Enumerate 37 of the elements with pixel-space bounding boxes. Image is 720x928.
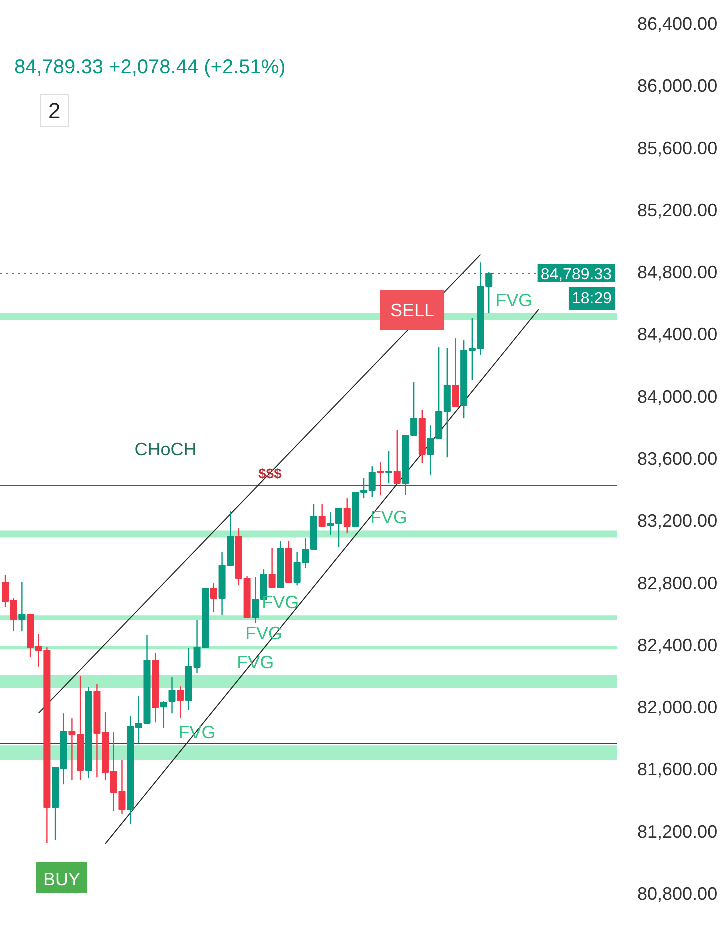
y-tick-label: 81,600.00 [638, 760, 718, 780]
ref-line-label: CHoCH [134, 440, 197, 460]
candlestick [160, 700, 168, 730]
y-tick-label: 86,400.00 [638, 14, 718, 34]
y-tick-label: 82,400.00 [638, 635, 718, 656]
candlestick [318, 504, 326, 528]
annotation: SELL [390, 300, 435, 320]
y-tick-label: 83,600.00 [638, 449, 718, 469]
y-tick-label: 84,400.00 [638, 324, 718, 345]
candlestick [452, 338, 460, 408]
annotation: BUY [44, 870, 81, 890]
candlestick [394, 430, 401, 484]
y-tick-label: 84,800.00 [638, 262, 718, 283]
y-tick-label: 82,000.00 [638, 698, 718, 718]
annotation: 84,789.33 [540, 266, 612, 284]
candlestick [168, 676, 176, 714]
y-tick-label: 86,000.00 [638, 76, 718, 96]
candlestick [18, 582, 26, 632]
y-tick-label: 82,800.00 [638, 573, 718, 594]
candlestick [377, 462, 384, 496]
y-tick-label: 85,600.00 [638, 138, 718, 158]
band-label: FVG [262, 592, 300, 613]
y-tick-label: 80,800.00 [638, 884, 718, 904]
band-label: FVG [496, 290, 533, 311]
candlestick [386, 450, 393, 484]
y-tick-label: 83,200.00 [638, 511, 718, 532]
y-tick-label: 81,200.00 [638, 822, 718, 842]
candlestick [177, 686, 184, 720]
text: 84,789.33 +2,078.44 (+2.51%) [14, 56, 286, 78]
y-tick-label: 84,000.00 [638, 386, 718, 407]
candlestick [210, 582, 218, 614]
annotation: 18:29 [572, 290, 612, 308]
annotation: 2 [48, 98, 61, 124]
y-tick-label: 85,200.00 [638, 200, 718, 220]
candlestick [344, 498, 351, 534]
candlestick [268, 548, 276, 588]
band-label: FVG [370, 508, 408, 528]
